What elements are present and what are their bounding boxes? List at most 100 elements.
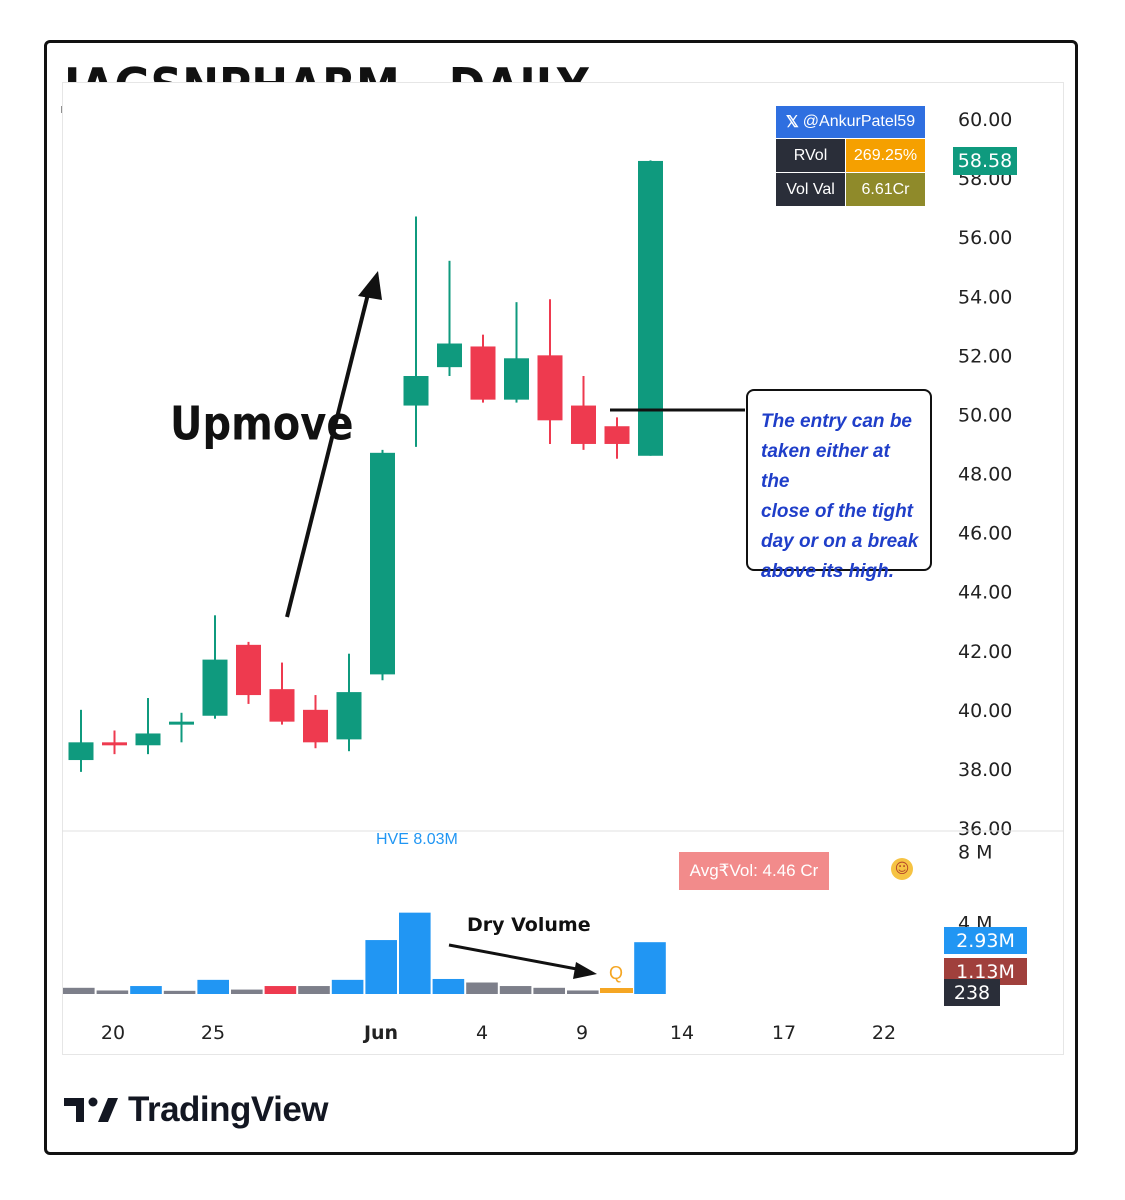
- q-marker-bar: [600, 988, 633, 993]
- q-marker-label: Q: [609, 963, 624, 983]
- volume-bar: [466, 982, 498, 994]
- volume-bar: [163, 990, 196, 994]
- x-tick-label: 25: [201, 1022, 225, 1044]
- volval-label: Vol Val: [776, 173, 845, 206]
- avg-vol-badge: Avg₹Vol: 4.46 Cr: [679, 852, 829, 890]
- y-tick-label: 40.00: [958, 700, 1012, 722]
- candle-body: [370, 452, 395, 675]
- candle-body: [437, 343, 462, 368]
- candle: [303, 695, 328, 749]
- volume-bar: [197, 979, 229, 994]
- y-tick-label: 56.00: [958, 227, 1012, 249]
- tradingview-logo-text: TradingView: [128, 1090, 329, 1129]
- candle-body: [638, 160, 663, 456]
- volume-bar: [365, 940, 397, 994]
- volume-bar: [567, 990, 599, 994]
- y-tick-label: 48.00: [958, 464, 1012, 486]
- upmove-label: Upmove: [170, 398, 354, 451]
- candle: [470, 334, 496, 403]
- note-line: close of the tight: [761, 501, 913, 522]
- candle: [638, 160, 663, 456]
- volume-bar: [432, 978, 465, 994]
- dry-volume-arrow: [448, 943, 583, 972]
- candle: [169, 712, 194, 743]
- candle-body: [68, 742, 94, 761]
- volume-bar: [331, 979, 364, 994]
- volume-bar: [634, 942, 666, 994]
- y-tick-label: 38.00: [958, 759, 1012, 781]
- volume-bar: [399, 912, 431, 994]
- y-tick-label: 54.00: [958, 286, 1012, 308]
- candle-body: [135, 733, 161, 746]
- volume-bar: [298, 986, 330, 994]
- volval-value: 6.61Cr: [846, 173, 925, 206]
- y-tick-label: 44.00: [958, 582, 1012, 604]
- volume-bar: [96, 990, 129, 994]
- last-price-tag: 58.58: [953, 147, 1017, 175]
- volume-tag-current: 2.93M: [944, 927, 1027, 954]
- candle: [269, 662, 295, 725]
- volume-bar: [533, 987, 565, 994]
- candle-body: [604, 426, 630, 444]
- x-tick-label: Jun: [362, 1022, 398, 1044]
- x-icon: 𝕏: [785, 114, 799, 131]
- candle: [102, 730, 127, 755]
- candle: [370, 449, 395, 681]
- candle: [403, 216, 429, 447]
- rvol-value: 269.25%: [846, 139, 925, 172]
- volume-bar: [130, 986, 162, 994]
- candle: [604, 417, 630, 459]
- x-tick-label: 14: [670, 1022, 694, 1044]
- candle-body: [202, 659, 228, 716]
- dry-volume-label: Dry Volume: [467, 914, 591, 936]
- upmove-arrow: [285, 289, 371, 618]
- candle: [571, 376, 596, 450]
- y-tick-label: 50.00: [958, 404, 1012, 426]
- dry-volume-arrow-head: [573, 962, 597, 979]
- x-tick-label: 9: [576, 1022, 588, 1044]
- candle-body: [169, 721, 194, 725]
- candle-body: [102, 742, 127, 746]
- candle: [336, 653, 362, 752]
- candle-body: [269, 689, 295, 722]
- rvol-label: RVol: [776, 139, 845, 172]
- volume-bar: [231, 989, 263, 994]
- upmove-arrow-head: [358, 271, 382, 300]
- note-line: day or on a break: [761, 531, 919, 552]
- x-tick-label: 22: [872, 1022, 896, 1044]
- y-tick-label: 36.00: [958, 818, 1012, 840]
- candle-body: [504, 358, 529, 400]
- note-line: taken either at the: [761, 441, 890, 492]
- candle: [135, 698, 161, 755]
- candle-body: [537, 355, 563, 421]
- candle: [537, 299, 563, 444]
- candle: [437, 260, 462, 377]
- candle-body: [571, 405, 596, 444]
- handle-text: @AnkurPatel59: [802, 113, 916, 130]
- hve-label: HVE 8.03M: [376, 831, 458, 848]
- y-tick-label: 60.00: [958, 109, 1012, 131]
- x-tick-label: 4: [476, 1022, 488, 1044]
- candle-body: [470, 346, 496, 400]
- volume-tag-count: 238: [944, 979, 1000, 1006]
- volume-bar: [264, 986, 297, 994]
- candle-body: [236, 644, 261, 696]
- watermark-handle: 𝕏 @AnkurPatel59: [776, 106, 925, 138]
- x-tick-label: 17: [772, 1022, 796, 1044]
- volume-bar: [63, 987, 95, 994]
- y-tick-label: 46.00: [958, 523, 1012, 545]
- entry-note-box: The entry can be taken either at the clo…: [746, 389, 932, 582]
- candle: [504, 302, 529, 403]
- candle: [236, 641, 261, 704]
- volume-tick-label: 8 M: [958, 842, 993, 864]
- x-tick-label: 20: [101, 1022, 125, 1044]
- candle-body: [336, 692, 362, 740]
- note-line: above its high.: [761, 561, 895, 582]
- y-tick-label: 42.00: [958, 641, 1012, 663]
- note-line: The entry can be: [761, 411, 912, 432]
- tradingview-logo: TradingView: [64, 1090, 329, 1130]
- face-emoji-icon: ☺: [891, 858, 913, 880]
- candle-body: [303, 709, 328, 743]
- volume-bar: [499, 986, 532, 994]
